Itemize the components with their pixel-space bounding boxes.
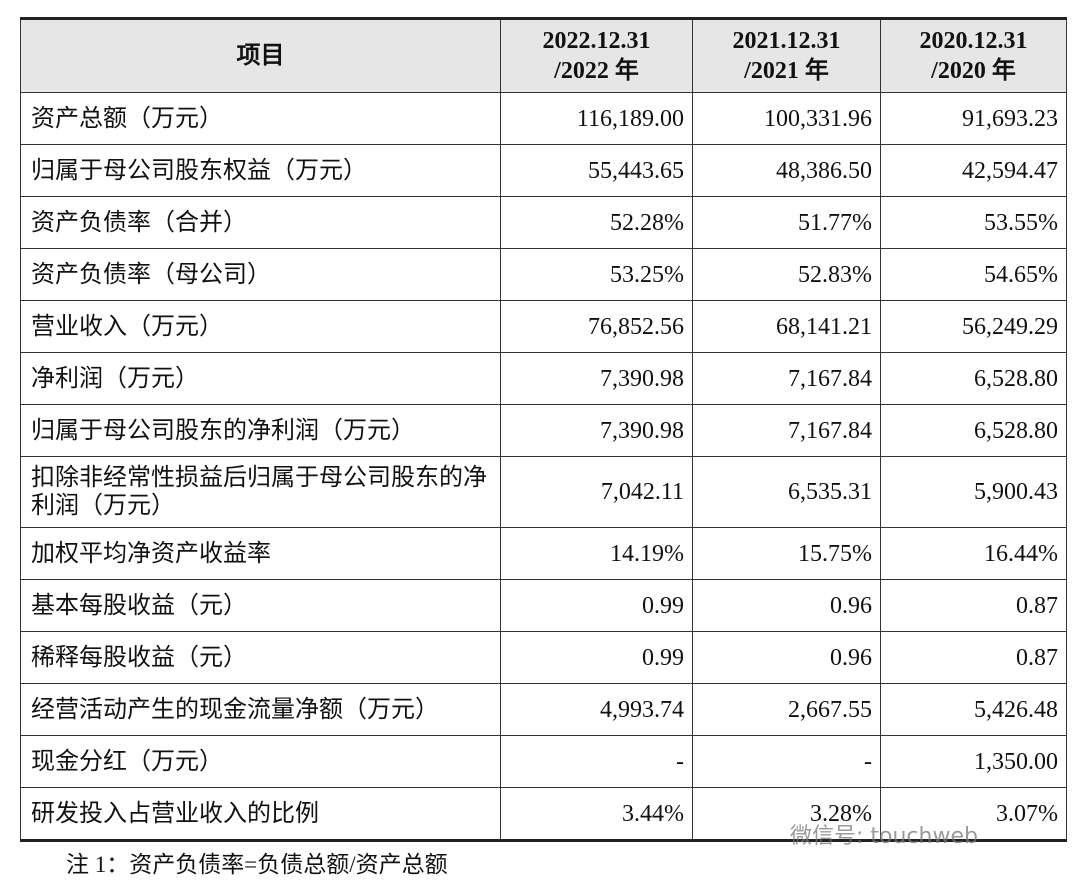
- value-cell: 52.83%: [692, 248, 881, 301]
- value-cell: 6,528.80: [880, 352, 1067, 405]
- value-cell: 5,426.48: [880, 683, 1067, 736]
- value-cell: 53.25%: [500, 248, 693, 301]
- table-row: 扣除非经常性损益后归属于母公司股东的净利润（万元） 7,042.11 6,535.3…: [20, 456, 1067, 528]
- item-cell: 扣除非经常性损益后归属于母公司股东的净利润（万元）: [20, 456, 501, 528]
- item-cell: 资产负债率（母公司）: [20, 248, 501, 301]
- table-row: 资产负债率（母公司） 53.25% 52.83% 54.65%: [20, 248, 1067, 301]
- value-cell: 0.99: [500, 631, 693, 684]
- value-cell: 4,993.74: [500, 683, 693, 736]
- table-row: 稀释每股收益（元） 0.99 0.96 0.87: [20, 631, 1067, 684]
- table-row: 基本每股收益（元） 0.99 0.96 0.87: [20, 579, 1067, 632]
- item-cell: 基本每股收益（元）: [20, 579, 501, 632]
- table-row: 归属于母公司股东权益（万元） 55,443.65 48,386.50 42,594.4…: [20, 144, 1067, 197]
- table-header: 项目 2022.12.31 /2022 年 2021.12.31 /2021 年 20…: [20, 18, 1067, 93]
- value-cell: 7,390.98: [500, 404, 693, 457]
- value-cell: 7,167.84: [692, 404, 881, 457]
- value-cell: 52.28%: [500, 196, 693, 249]
- value-cell: 54.65%: [880, 248, 1067, 301]
- item-cell: 经营活动产生的现金流量净额（万元）: [20, 683, 501, 736]
- value-cell: 14.19%: [500, 527, 693, 580]
- value-cell: 91,693.23: [880, 92, 1067, 145]
- value-cell: 1,350.00: [880, 735, 1067, 788]
- value-cell: 56,249.29: [880, 300, 1067, 353]
- value-cell: 116,189.00: [500, 92, 693, 145]
- header-row: 项目 2022.12.31 /2022 年 2021.12.31 /2021 年 20…: [20, 18, 1067, 93]
- value-cell: 7,042.11: [500, 456, 693, 528]
- value-cell: 16.44%: [880, 527, 1067, 580]
- header-cell: 2022.12.31 /2022 年: [500, 18, 693, 93]
- value-cell: 42,594.47: [880, 144, 1067, 197]
- value-cell: 53.55%: [880, 196, 1067, 249]
- item-cell: 净利润（万元）: [20, 352, 501, 405]
- value-cell: 6,528.80: [880, 404, 1067, 457]
- table-row: 资产负债率（合并） 52.28% 51.77% 53.55%: [20, 196, 1067, 249]
- value-cell: 0.87: [880, 631, 1067, 684]
- table-row: 资产总额（万元） 116,189.00 100,331.96 91,693.23: [20, 92, 1067, 145]
- value-cell: 48,386.50: [692, 144, 881, 197]
- value-cell: 3.44%: [500, 787, 693, 841]
- table-row: 研发投入占营业收入的比例 3.44% 3.28% 3.07%: [20, 787, 1067, 841]
- value-cell: 7,167.84: [692, 352, 881, 405]
- value-cell: 76,852.56: [500, 300, 693, 353]
- value-cell: -: [500, 735, 693, 788]
- value-cell: 55,443.65: [500, 144, 693, 197]
- watermark: 微信号: touchweb: [790, 824, 978, 849]
- value-cell: 2,667.55: [692, 683, 881, 736]
- table-row: 经营活动产生的现金流量净额（万元） 4,993.74 2,667.55 5,426.4…: [20, 683, 1067, 736]
- table-row: 营业收入（万元） 76,852.56 68,141.21 56,249.29: [20, 300, 1067, 353]
- item-cell: 加权平均净资产收益率: [20, 527, 501, 580]
- item-cell: 现金分红（万元）: [20, 735, 501, 788]
- value-cell: 0.87: [880, 579, 1067, 632]
- table-row: 归属于母公司股东的净利润（万元） 7,390.98 7,167.84 6,528.80: [20, 404, 1067, 457]
- item-cell: 资产负债率（合并）: [20, 196, 501, 249]
- table-row: 加权平均净资产收益率 14.19% 15.75% 16.44%: [20, 527, 1067, 580]
- value-cell: 5,900.43: [880, 456, 1067, 528]
- table-row: 现金分红（万元） - -1,350.00: [20, 735, 1067, 788]
- value-cell: 100,331.96: [692, 92, 881, 145]
- value-cell: 51.77%: [692, 196, 881, 249]
- footnote: 注 1：资产负债率=负债总额/资产总额: [66, 852, 448, 877]
- table-row: 净利润（万元） 7,390.98 7,167.84 6,528.80: [20, 352, 1067, 405]
- value-cell: 7,390.98: [500, 352, 693, 405]
- value-cell: 15.75%: [692, 527, 881, 580]
- item-cell: 营业收入（万元）: [20, 300, 501, 353]
- item-cell: 归属于母公司股东的净利润（万元）: [20, 404, 501, 457]
- value-cell: 68,141.21: [692, 300, 881, 353]
- header-cell: 2021.12.31 /2021 年: [692, 18, 881, 93]
- table-body: 资产总额（万元） 116,189.00 100,331.96 91,693.23 归属于…: [20, 92, 1067, 841]
- item-cell: 归属于母公司股东权益（万元）: [20, 144, 501, 197]
- value-cell: 0.96: [692, 631, 881, 684]
- header-cell: 2020.12.31 /2020 年: [880, 18, 1067, 93]
- item-cell: 稀释每股收益（元）: [20, 631, 501, 684]
- header-cell: 项目: [20, 18, 501, 93]
- value-cell: 6,535.31: [692, 456, 881, 528]
- item-cell: 研发投入占营业收入的比例: [20, 787, 501, 841]
- value-cell: 3.28%: [692, 787, 881, 841]
- value-cell: 3.07%: [880, 787, 1067, 841]
- data-table: 项目 2022.12.31 /2022 年 2021.12.31 /2021 年 20…: [20, 17, 1067, 842]
- item-cell: 资产总额（万元）: [20, 92, 501, 145]
- value-cell: 0.96: [692, 579, 881, 632]
- value-cell: 0.99: [500, 579, 693, 632]
- value-cell: -: [692, 735, 881, 788]
